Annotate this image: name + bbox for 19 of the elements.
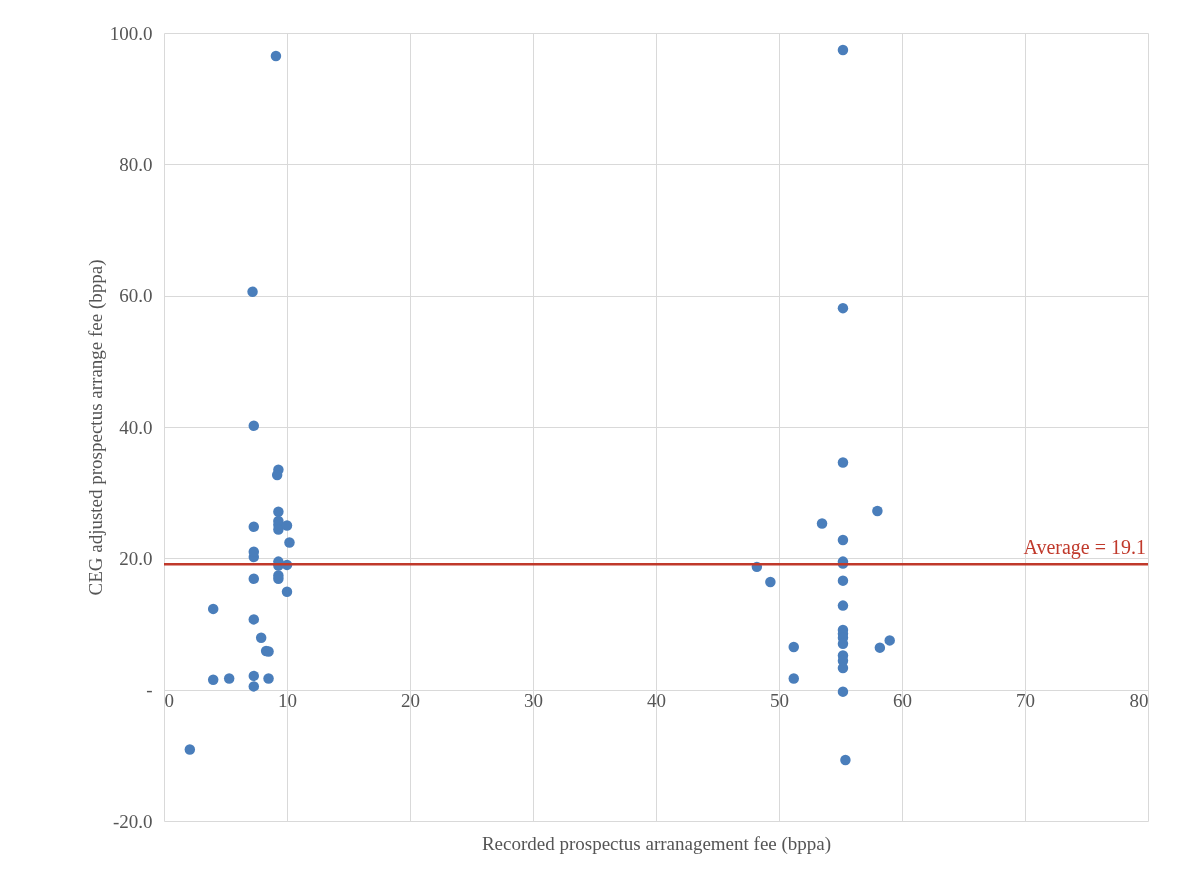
- x-tick-label: 30: [524, 690, 543, 712]
- y-tick-label: 20.0: [119, 547, 153, 569]
- x-tick-label: 20: [401, 690, 420, 712]
- x-tick-label: 50: [770, 690, 789, 712]
- x-axis-title: Recorded prospectus arranagement fee (bppa): [481, 832, 832, 855]
- y-tick-label: -: [146, 679, 153, 701]
- ref-line-label: Average = 19.1: [1023, 536, 1146, 560]
- y-tick-label: 100.0: [109, 22, 153, 44]
- x-tick-label: 60: [893, 690, 912, 712]
- y-axis-title: CEG adjusted prospectus arrange fee (bppa): [84, 259, 107, 596]
- y-tick-label: -20.0: [112, 810, 153, 832]
- x-tick-label: 80: [1129, 690, 1149, 712]
- x-tick-label: 10: [278, 690, 297, 712]
- x-tick-label: 70: [1016, 690, 1035, 712]
- y-tick-label: 60.0: [119, 285, 153, 307]
- y-tick-label: 80.0: [119, 153, 153, 175]
- x-tick-label: 40: [647, 690, 666, 712]
- x-tick-label: 0: [164, 690, 174, 712]
- y-tick-label: 40.0: [119, 416, 153, 438]
